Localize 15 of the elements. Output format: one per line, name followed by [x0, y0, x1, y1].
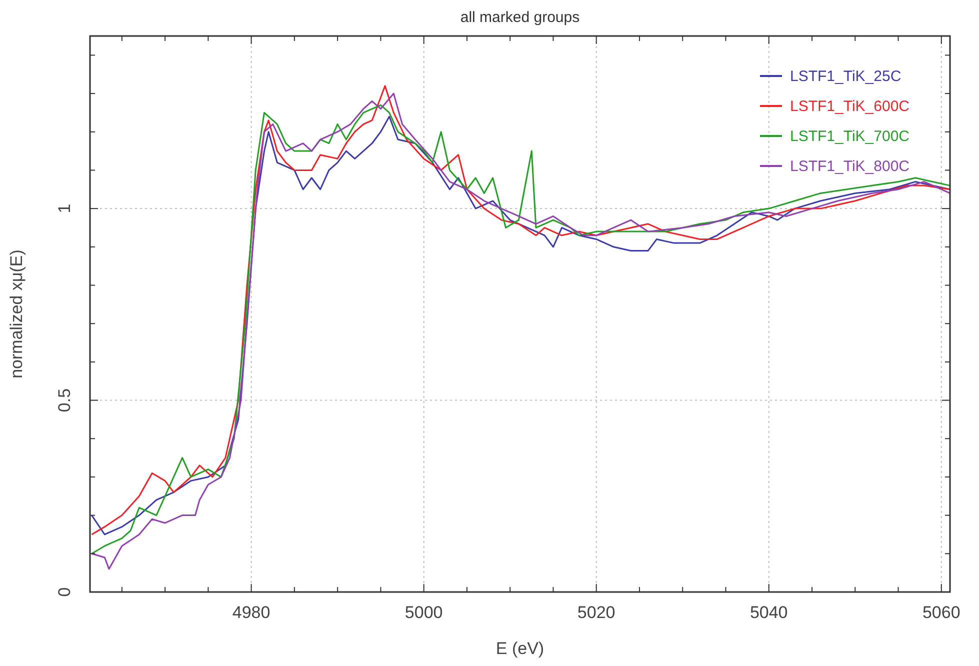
y-tick-label: 0 [55, 587, 74, 597]
legend-label: LSTF1_TiK_800C [790, 158, 910, 175]
legend-label: LSTF1_TiK_600C [790, 98, 910, 115]
x-tick-label: 5060 [922, 603, 960, 622]
x-tick-label: 5020 [577, 603, 616, 622]
x-tick-label: 5040 [750, 603, 788, 622]
y-tick-label: 0.5 [55, 388, 74, 412]
x-tick-label: 4980 [232, 603, 270, 622]
x-tick-label: 5000 [404, 603, 443, 622]
y-axis-title: normalized xμ(E) [7, 250, 26, 378]
chart-title: all marked groups [460, 9, 580, 26]
y-tick-label: 1 [55, 204, 74, 214]
legend-label: LSTF1_TiK_700C [790, 128, 910, 145]
legend-label: LSTF1_TiK_25C [790, 68, 902, 85]
x-axis-title: E (eV) [496, 639, 544, 658]
